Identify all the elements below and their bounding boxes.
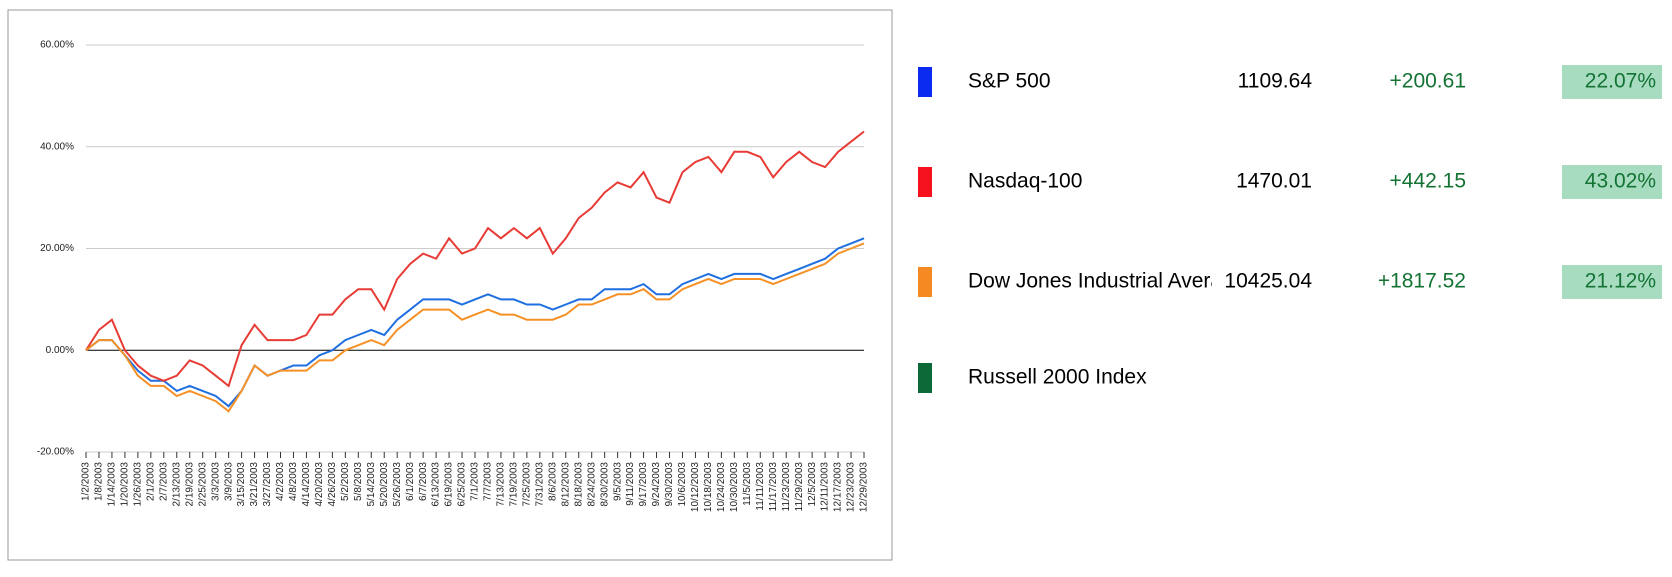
- y-tick-label: -20.00%: [37, 447, 74, 458]
- x-tick-label: 2/1/2003: [145, 462, 156, 501]
- x-tick-label: 4/14/2003: [301, 462, 312, 507]
- x-tick-label: 6/1/2003: [405, 462, 416, 501]
- percent-box: [1562, 265, 1662, 299]
- x-tick-label: 6/19/2003: [444, 462, 455, 507]
- series-line: [85, 130, 865, 388]
- price-change: +442.15: [1390, 170, 1467, 193]
- x-tick-label: 6/25/2003: [457, 462, 468, 507]
- y-tick-label: 0.00%: [46, 345, 74, 356]
- percent-change: 43.02%: [1585, 170, 1656, 193]
- x-tick-label: 9/24/2003: [651, 462, 662, 507]
- x-tick-label: 2/19/2003: [184, 462, 195, 507]
- legend-swatch: [918, 267, 932, 297]
- legend-label: Nasdaq-100: [968, 170, 1082, 193]
- percent-change: 21.12%: [1585, 270, 1656, 293]
- legend-swatch: [918, 67, 932, 97]
- chart-frame: [7, 9, 893, 561]
- x-tick-label: 8/24/2003: [586, 462, 597, 507]
- x-tick-label: 3/27/2003: [262, 462, 273, 507]
- x-tick-label: 7/31/2003: [534, 462, 545, 507]
- x-tick-label: 2/7/2003: [158, 462, 169, 501]
- x-tick-label: 5/20/2003: [379, 462, 390, 507]
- x-tick-label: 4/20/2003: [314, 462, 325, 507]
- x-tick-label: 9/30/2003: [664, 462, 675, 507]
- x-tick-label: 10/30/2003: [729, 462, 740, 512]
- x-tick-label: 3/9/2003: [223, 462, 234, 501]
- x-tick-label: 2/25/2003: [197, 462, 208, 507]
- legend-label: Dow Jones Industrial Average: [968, 270, 1245, 293]
- legend-swatch: [918, 167, 932, 197]
- x-tick-label: 1/20/2003: [120, 462, 131, 507]
- price-change: +200.61: [1390, 70, 1467, 93]
- last-price: 10425.04: [1224, 270, 1312, 293]
- legend-label: Russell 2000 Index: [968, 366, 1147, 389]
- x-tick-label: 10/12/2003: [690, 462, 701, 512]
- y-tick-label: 20.00%: [40, 243, 74, 254]
- x-tick-label: 10/6/2003: [677, 462, 688, 507]
- y-tick-label: 40.00%: [40, 141, 74, 152]
- x-tick-label: 11/17/2003: [768, 462, 779, 512]
- x-tick-label: 11/29/2003: [794, 462, 805, 512]
- x-tick-label: 4/26/2003: [327, 462, 338, 507]
- x-tick-label: 7/1/2003: [470, 462, 481, 501]
- x-tick-label: 12/17/2003: [833, 462, 844, 512]
- x-tick-label: 11/11/2003: [755, 462, 766, 511]
- x-tick-label: 5/8/2003: [353, 462, 364, 501]
- x-tick-label: 12/11/2003: [820, 462, 831, 512]
- x-tick-label: 7/25/2003: [522, 462, 533, 507]
- x-tick-label: 7/19/2003: [509, 462, 520, 507]
- x-tick-label: 5/26/2003: [392, 462, 403, 507]
- x-tick-label: 5/14/2003: [366, 462, 377, 507]
- x-tick-label: 3/15/2003: [236, 462, 247, 507]
- x-tick-label: 9/5/2003: [612, 462, 623, 501]
- price-change: +1817.52: [1378, 270, 1466, 293]
- series-line: [85, 242, 865, 413]
- x-tick-label: 2/13/2003: [171, 462, 182, 507]
- x-tick-label: 9/17/2003: [638, 462, 649, 507]
- x-tick-label: 10/24/2003: [716, 462, 727, 512]
- x-tick-label: 1/26/2003: [133, 462, 144, 507]
- x-tick-label: 8/6/2003: [547, 462, 558, 501]
- x-tick-label: 8/30/2003: [599, 462, 610, 507]
- x-tick-label: 9/11/2003: [625, 462, 636, 506]
- series-line: [85, 237, 865, 408]
- x-tick-label: 12/29/2003: [859, 462, 870, 512]
- x-tick-label: 11/5/2003: [742, 462, 753, 506]
- x-tick-label: 3/3/2003: [210, 462, 221, 501]
- x-tick-label: 12/23/2003: [846, 462, 857, 512]
- x-tick-label: 10/18/2003: [703, 462, 714, 512]
- x-tick-label: 8/12/2003: [560, 462, 571, 507]
- last-price: 1470.01: [1236, 170, 1312, 193]
- x-tick-label: 12/5/2003: [807, 462, 818, 507]
- y-tick-label: 60.00%: [40, 40, 74, 51]
- percent-box: [1562, 65, 1662, 99]
- last-price: 1109.64: [1238, 70, 1313, 93]
- x-tick-label: 3/21/2003: [249, 462, 260, 507]
- x-tick-label: 4/8/2003: [288, 462, 299, 501]
- x-tick-label: 7/13/2003: [496, 462, 507, 507]
- x-tick-label: 8/18/2003: [573, 462, 584, 507]
- x-tick-label: 7/7/2003: [483, 462, 494, 501]
- x-tick-label: 1/2/2003: [81, 462, 92, 501]
- x-tick-label: 6/13/2003: [431, 462, 442, 507]
- percent-change: 22.07%: [1585, 70, 1656, 93]
- x-tick-label: 4/2/2003: [275, 462, 286, 501]
- x-tick-label: 5/2/2003: [340, 462, 351, 501]
- x-tick-label: 1/8/2003: [94, 462, 105, 501]
- legend-label: S&P 500: [968, 70, 1051, 93]
- x-tick-label: 11/23/2003: [781, 462, 792, 512]
- x-tick-label: 6/7/2003: [418, 462, 429, 501]
- percent-box: [1562, 165, 1662, 199]
- legend-swatch: [918, 363, 932, 393]
- x-tick-label: 1/14/2003: [107, 462, 118, 507]
